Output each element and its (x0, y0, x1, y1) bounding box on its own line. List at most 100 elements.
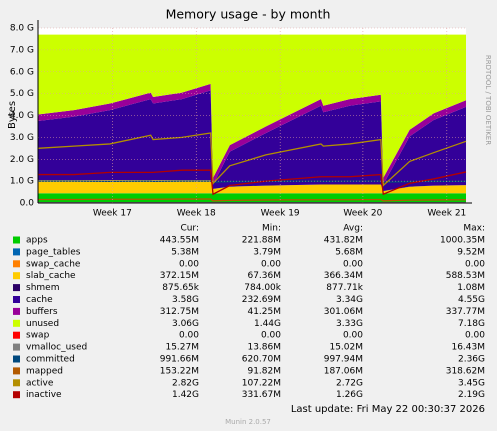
legend-value: 4.55G (458, 295, 485, 305)
y-tick-label: 4.0 G (10, 111, 34, 121)
y-tick-label: 5.0 G (10, 89, 34, 99)
plot-area (37, 28, 467, 204)
legend-value: 221.88M (242, 236, 281, 246)
y-axis-label: Bytes (7, 101, 18, 129)
legend-value: 15.02M (329, 343, 363, 353)
legend-label: active (26, 378, 54, 388)
legend-swatch (13, 284, 20, 292)
legend-value: 1.26G (336, 390, 363, 400)
legend-value: 784.00k (244, 283, 281, 293)
line (37, 132, 467, 187)
legend-value: 318.62M (446, 366, 485, 376)
legend-value: 41.25M (247, 307, 281, 317)
legend-value: 2.72G (336, 378, 363, 388)
y-tick-label: 0.0 (20, 199, 35, 209)
legend-value: 0.00 (465, 259, 485, 269)
y-tick-label: 7.0 G (10, 45, 34, 55)
legend-value: 107.22M (242, 378, 281, 388)
x-tick-label: Week 18 (177, 209, 216, 219)
legend-swatch (13, 248, 20, 256)
legend-value: 15.27M (165, 343, 199, 353)
legend-value: 0.00 (261, 331, 281, 341)
legend-value: 2.36G (458, 355, 485, 365)
legend-value: 0.00 (261, 259, 281, 269)
legend-swatch (13, 379, 20, 387)
legend-value: 0.00 (179, 331, 199, 341)
legend-value: 3.45G (458, 378, 485, 388)
legend-value: 16.43M (451, 343, 485, 353)
legend-value: 0.00 (343, 259, 363, 269)
legend-value: 620.70M (242, 355, 281, 365)
legend-value: 1.08M (457, 283, 485, 293)
legend-value: 1.44G (254, 319, 281, 329)
legend-swatch (13, 319, 20, 327)
legend-label: cache (26, 295, 53, 305)
legend-label: vmalloc_used (26, 343, 87, 353)
legend-label: committed (26, 355, 75, 365)
legend-value: 372.15M (160, 271, 199, 281)
y-tick-label: 1.0 G (10, 177, 34, 187)
legend-swatch (13, 260, 20, 268)
area (38, 83, 466, 185)
legend-value: 443.55M (160, 236, 199, 246)
last-update: Last update: Fri May 22 00:30:37 2026 (291, 404, 485, 415)
area (38, 34, 466, 178)
chart-title: Memory usage - by month (166, 7, 331, 22)
y-tick-label: 2.0 G (10, 155, 34, 165)
legend-swatch (13, 331, 20, 339)
legend-value: 0.00 (179, 259, 199, 269)
footer: Munin 2.0.57 (225, 418, 271, 426)
legend-value: 3.34G (336, 295, 363, 305)
legend-label: inactive (26, 390, 62, 400)
legend-value: 3.58G (172, 295, 199, 305)
legend-header: Cur: (180, 224, 199, 234)
legend-value: 9.52M (457, 247, 485, 257)
legend-value: 67.36M (247, 271, 281, 281)
legend-value: 877.71k (326, 283, 363, 293)
legend-value: 3.33G (336, 319, 363, 329)
legend-label: slab_cache (26, 271, 76, 281)
legend-header: Max: (463, 224, 485, 234)
legend-value: 153.22M (160, 366, 199, 376)
side-text: RRDTOOL / TOBI OETIKER (484, 55, 492, 145)
legend-value: 2.19G (458, 390, 485, 400)
legend-label: unused (26, 319, 59, 329)
legend-value: 0.00 (343, 331, 363, 341)
legend-header: Min: (262, 224, 281, 234)
legend-value: 337.77M (446, 307, 485, 317)
legend-swatch (13, 272, 20, 280)
legend-value: 312.75M (160, 307, 199, 317)
legend-value: 1000.35M (440, 236, 485, 246)
legend-header: Avg: (343, 224, 363, 234)
y-tick-label: 3.0 G (10, 133, 34, 143)
legend-swatch (13, 391, 20, 399)
legend-label: buffers (26, 307, 58, 317)
legend-swatch (13, 236, 20, 244)
area (38, 193, 466, 203)
legend-label: swap_cache (26, 259, 81, 269)
legend-swatch (13, 343, 20, 351)
x-tick-label: Week 21 (427, 209, 466, 219)
legend-value: 997.94M (324, 355, 363, 365)
legend-value: 301.06M (324, 307, 363, 317)
legend-swatch (13, 367, 20, 375)
legend-value: 5.38M (171, 247, 199, 257)
line (38, 169, 467, 196)
legend-value: 1.42G (172, 390, 199, 400)
y-tick-label: 6.0 G (10, 67, 34, 77)
legend-value: 588.53M (446, 271, 485, 281)
legend-label: apps (26, 236, 48, 246)
legend-value: 3.79M (253, 247, 281, 257)
legend-value: 2.82G (172, 378, 199, 388)
legend-value: 7.18G (458, 319, 485, 329)
legend-value: 232.69M (242, 295, 281, 305)
legend-swatch (13, 296, 20, 303)
x-tick-label: Week 20 (343, 209, 382, 219)
legend-value: 991.66M (160, 355, 199, 365)
line (38, 198, 467, 202)
legend-label: shmem (26, 283, 59, 293)
legend-value: 366.34M (324, 271, 363, 281)
area (38, 180, 466, 194)
